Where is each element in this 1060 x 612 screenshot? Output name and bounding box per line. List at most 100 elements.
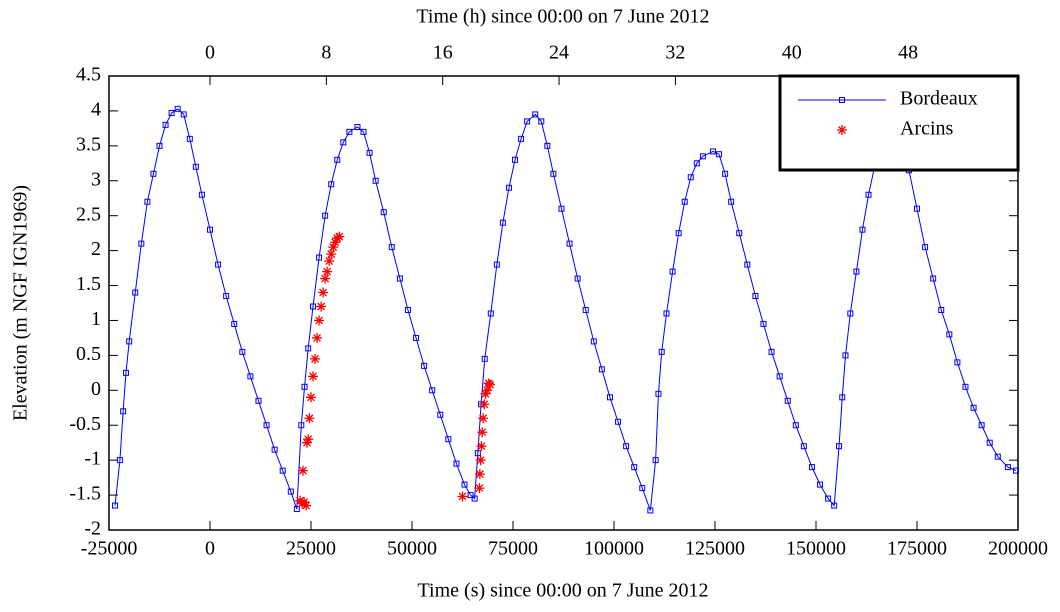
- marker: [962, 383, 969, 390]
- x2-tick-label: 48: [898, 42, 918, 64]
- marker: [340, 139, 347, 146]
- y-tick-label: 1.5: [76, 273, 101, 295]
- marker: [512, 156, 519, 163]
- marker: [480, 388, 491, 399]
- marker: [287, 488, 294, 495]
- marker: [304, 413, 315, 424]
- legend-marker: [839, 97, 845, 103]
- marker: [482, 385, 493, 396]
- marker: [652, 457, 659, 464]
- marker: [150, 170, 157, 177]
- marker: [334, 231, 345, 242]
- marker: [478, 413, 489, 424]
- y-tick-label: 1: [91, 308, 101, 330]
- marker: [316, 254, 323, 261]
- marker: [752, 293, 759, 300]
- y-tick-label: 4.5: [76, 64, 101, 86]
- series: [295, 231, 495, 511]
- marker: [1004, 464, 1011, 471]
- marker: [484, 379, 495, 390]
- x-axis-label: Time (s) since 00:00 on 7 June 2012: [418, 580, 709, 602]
- marker: [544, 142, 551, 149]
- marker: [716, 151, 723, 158]
- marker: [314, 315, 325, 326]
- marker: [839, 394, 846, 401]
- marker: [859, 226, 866, 233]
- legend-marker: [837, 125, 847, 135]
- legend-label: Bordeaux: [900, 88, 978, 110]
- marker: [1012, 467, 1019, 474]
- marker: [162, 121, 169, 128]
- marker: [116, 457, 123, 464]
- marker: [598, 366, 605, 373]
- marker: [144, 198, 151, 205]
- marker: [631, 464, 638, 471]
- marker: [303, 434, 314, 445]
- marker: [524, 118, 531, 125]
- marker: [476, 441, 487, 452]
- marker: [663, 310, 670, 317]
- marker: [301, 383, 308, 390]
- marker: [693, 160, 700, 167]
- marker: [247, 373, 254, 380]
- marker: [380, 209, 387, 216]
- x2-tick-label: 0: [205, 42, 215, 64]
- marker: [722, 170, 729, 177]
- y-tick-label: 2.5: [76, 203, 101, 225]
- marker: [279, 467, 286, 474]
- marker: [396, 275, 403, 282]
- marker: [836, 443, 843, 450]
- marker: [404, 306, 411, 313]
- marker: [138, 240, 145, 247]
- y-tick-label: 2: [91, 238, 101, 260]
- marker: [606, 394, 613, 401]
- marker: [126, 338, 133, 345]
- marker: [437, 411, 444, 418]
- marker: [479, 399, 490, 410]
- marker: [709, 148, 716, 155]
- marker: [198, 191, 205, 198]
- marker: [453, 460, 460, 467]
- x-tick-label: 100000: [584, 538, 644, 560]
- marker: [474, 483, 485, 494]
- marker: [487, 310, 494, 317]
- marker: [328, 181, 335, 188]
- marker: [301, 500, 312, 511]
- marker: [800, 443, 807, 450]
- marker: [215, 261, 222, 268]
- marker: [312, 332, 323, 343]
- marker: [475, 455, 486, 466]
- marker: [156, 142, 163, 149]
- marker: [132, 289, 139, 296]
- marker: [310, 353, 321, 364]
- marker: [186, 135, 193, 142]
- marker: [744, 261, 751, 268]
- x2-tick-label: 32: [665, 42, 685, 64]
- x-tick-label: 25000: [286, 538, 336, 560]
- marker: [681, 198, 688, 205]
- marker: [263, 422, 270, 429]
- marker: [299, 497, 310, 508]
- marker: [223, 293, 230, 300]
- y-tick-label: 0: [91, 378, 101, 400]
- x2-tick-label: 40: [782, 42, 802, 64]
- marker: [306, 392, 316, 403]
- marker: [699, 153, 706, 160]
- marker: [180, 111, 187, 118]
- marker: [308, 371, 319, 382]
- marker: [239, 348, 246, 355]
- marker: [112, 502, 119, 509]
- marker: [499, 219, 506, 226]
- marker: [293, 506, 300, 513]
- marker: [574, 275, 581, 282]
- marker: [271, 446, 278, 453]
- marker: [255, 397, 262, 404]
- marker: [768, 348, 775, 355]
- marker: [831, 502, 838, 509]
- marker: [120, 408, 127, 415]
- marker: [954, 359, 961, 366]
- marker: [372, 177, 379, 184]
- marker: [360, 128, 367, 135]
- marker: [655, 390, 662, 397]
- legend-label: Arcins: [900, 118, 954, 140]
